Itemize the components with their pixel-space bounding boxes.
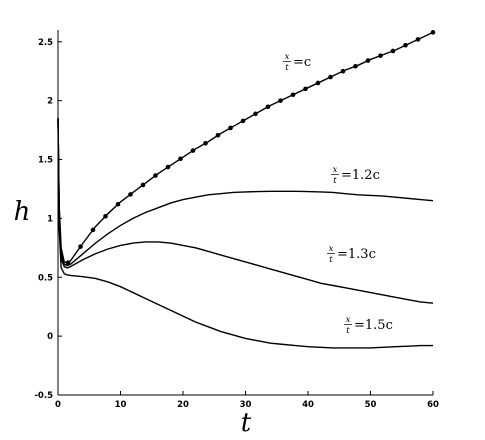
series-marker <box>253 111 258 117</box>
axes <box>57 30 433 396</box>
annotation-denominator: t <box>333 176 337 186</box>
series-marker <box>403 43 408 48</box>
x-tick-label: 10 <box>115 400 127 410</box>
series-marker <box>128 192 133 197</box>
series-marker <box>365 58 371 63</box>
series-marker <box>115 201 121 207</box>
series-marker <box>215 132 221 138</box>
series-marker <box>430 30 436 35</box>
x-tick-label: 40 <box>302 400 314 410</box>
series-marker <box>290 92 296 98</box>
series-marker <box>165 164 171 170</box>
y-tick-label: -0.5 <box>34 391 53 401</box>
series-annotation-1: xt =1.2c <box>331 165 380 186</box>
annotation-value: =c <box>293 55 311 70</box>
series-marker <box>265 104 271 110</box>
x-tick-label: 0 <box>55 400 61 410</box>
series-annotation-3: xt =1.5c <box>344 315 393 336</box>
series-marker <box>178 156 183 162</box>
series-marker <box>78 244 83 249</box>
y-tick-label: 0.5 <box>38 273 53 283</box>
series-annotation-0: xt =c <box>283 52 311 73</box>
annotation-value: =1.2c <box>341 168 380 183</box>
series-line-1 <box>57 118 434 267</box>
series-annotation-2: xt =1.3c <box>327 244 376 265</box>
series-marker <box>140 182 146 188</box>
ticks: 0 10 20 30 40 50 60-0.500.511.522.5 <box>34 38 439 410</box>
series-marker <box>378 53 383 58</box>
y-tick-label: 0 <box>47 332 53 342</box>
series-marker <box>190 148 196 153</box>
series-marker <box>153 173 158 178</box>
series-line-0 <box>57 31 434 264</box>
series-marker <box>65 260 71 265</box>
series-group <box>57 30 436 349</box>
y-tick-label: 2 <box>47 97 53 107</box>
series-marker <box>340 68 346 74</box>
series-marker <box>90 227 96 233</box>
x-axis-label: t <box>241 408 252 438</box>
annotation-denominator: t <box>329 255 333 265</box>
series-marker <box>278 98 283 103</box>
series-marker <box>203 140 208 146</box>
y-tick-label: 2.5 <box>38 38 53 48</box>
series-marker <box>228 125 233 131</box>
series-marker <box>328 74 333 80</box>
series-marker <box>390 48 396 54</box>
y-axis-label: h <box>14 197 31 227</box>
x-tick-label: 60 <box>427 400 439 410</box>
annotation-value: =1.5c <box>354 318 393 333</box>
series-marker <box>103 213 108 219</box>
annotation-numerator: x <box>285 52 290 62</box>
annotation-denominator: t <box>285 63 289 73</box>
x-tick-label: 20 <box>177 400 189 410</box>
x-tick-label: 50 <box>365 400 377 410</box>
annotation-numerator: x <box>329 244 334 254</box>
series-line-3 <box>57 118 433 349</box>
series-line-2 <box>57 118 434 304</box>
annotation-denominator: t <box>346 326 350 336</box>
x-tick-label: 30 <box>240 400 252 410</box>
annotation-value: =1.3c <box>337 247 376 262</box>
series-marker <box>415 37 421 42</box>
annotation-numerator: x <box>346 315 351 325</box>
y-tick-label: 1.5 <box>38 156 53 166</box>
series-marker <box>303 86 308 92</box>
series-marker <box>353 63 358 69</box>
series-marker <box>240 118 246 124</box>
annotation-numerator: x <box>333 165 338 175</box>
y-tick-label: 1 <box>47 214 53 224</box>
series-marker <box>315 80 321 86</box>
